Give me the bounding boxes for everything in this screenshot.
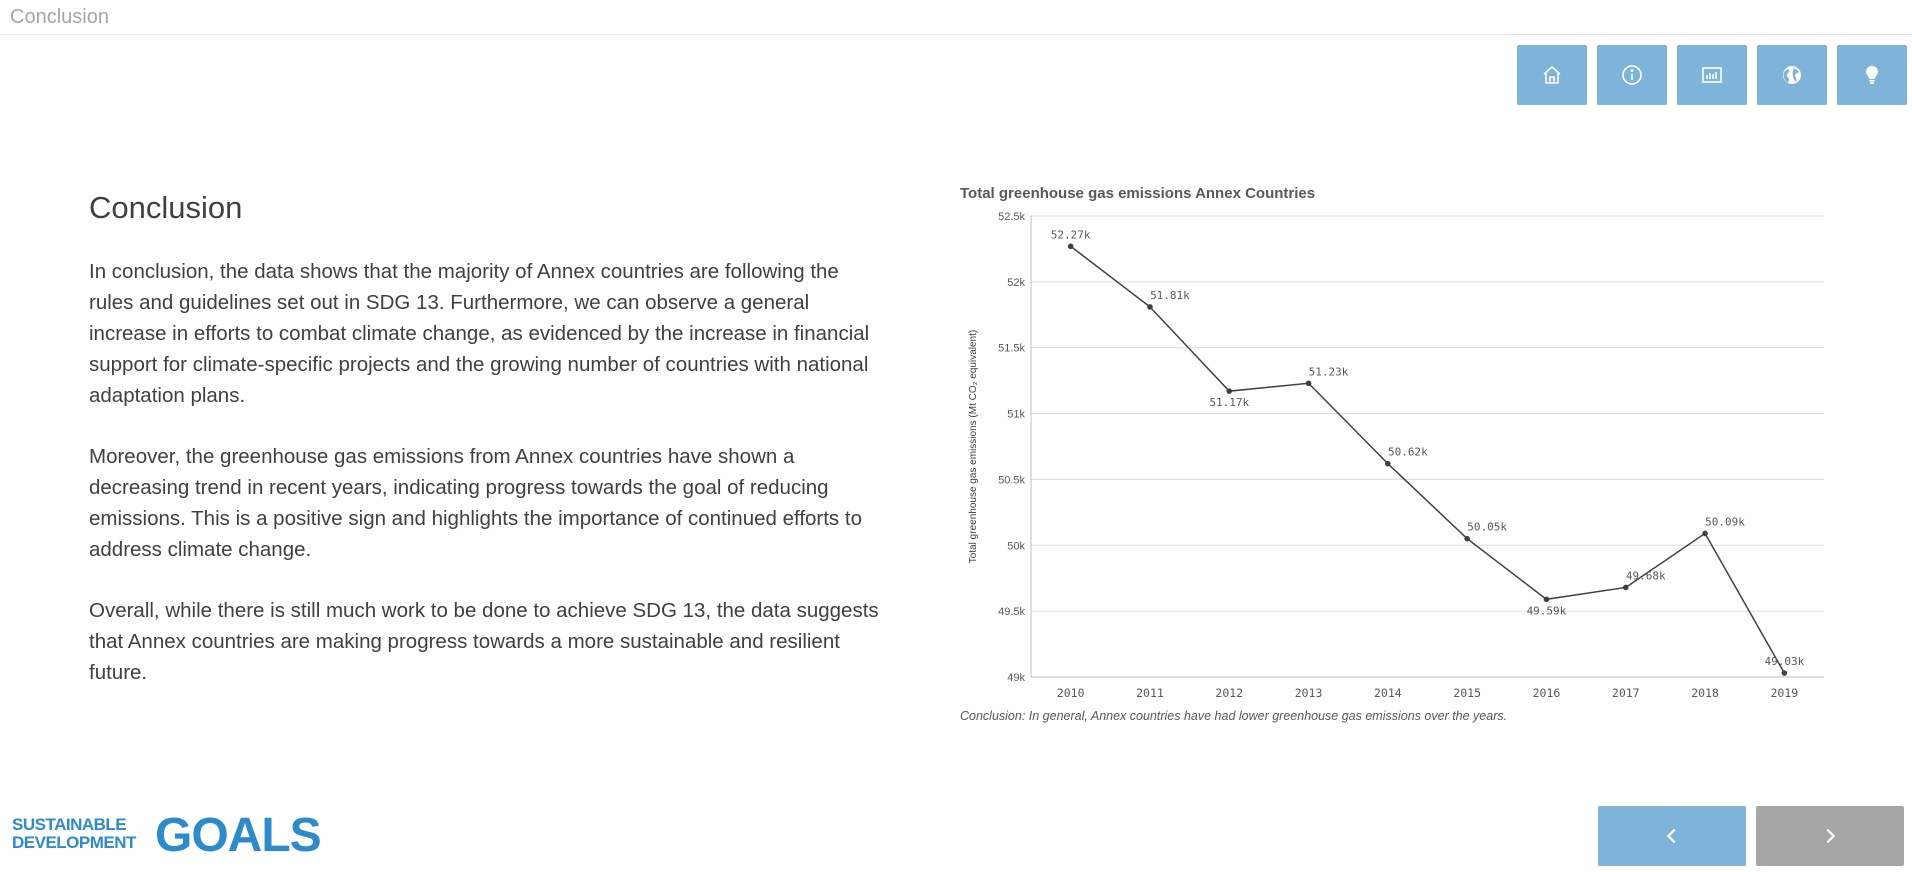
y-tick-label: 49.5k bbox=[998, 606, 1025, 618]
x-tick-label: 2013 bbox=[1295, 686, 1323, 700]
data-point bbox=[1147, 304, 1153, 310]
conclusion-paragraph-2: Moreover, the greenhouse gas emissions f… bbox=[89, 445, 862, 561]
y-axis-title: Total greenhouse gas emissions (Mt CO₂ e… bbox=[968, 330, 979, 563]
globe-button[interactable] bbox=[1757, 45, 1827, 105]
conclusion-paragraph-3: Overall, while there is still much work … bbox=[89, 599, 879, 684]
logo-goals: GOALS bbox=[155, 809, 322, 862]
previous-page-button[interactable] bbox=[1598, 806, 1746, 866]
data-label: 49.68k bbox=[1626, 569, 1666, 582]
data-point bbox=[1385, 460, 1391, 467]
chart-caption: Conclusion: In general, Annex countries … bbox=[960, 709, 1508, 723]
chevron-left-icon bbox=[1666, 828, 1676, 844]
sdg-logo: SUSTAINABLE DEVELOPMENT GOALS bbox=[12, 811, 322, 861]
chevron-right-icon bbox=[1826, 828, 1836, 844]
x-tick-label: 2010 bbox=[1057, 686, 1085, 700]
data-point bbox=[1226, 388, 1233, 394]
lightbulb-icon bbox=[1866, 66, 1878, 84]
data-point bbox=[1702, 530, 1708, 537]
chart-plot: 49k 49.5k 50k 50.5k 51k 51.5k 52k 52.5k Total gr… bbox=[968, 211, 1824, 700]
page-heading: Conclusion bbox=[89, 190, 243, 225]
data-label: 52.27k bbox=[1051, 228, 1091, 241]
data-label: 50.09k bbox=[1705, 515, 1745, 528]
chart-button[interactable] bbox=[1677, 45, 1747, 105]
top-bar: Conclusion bbox=[0, 0, 1912, 35]
x-tick-label: 2011 bbox=[1136, 686, 1164, 700]
home-button[interactable] bbox=[1517, 45, 1587, 105]
x-tick-label: 2018 bbox=[1691, 686, 1719, 700]
x-tick-label: 2017 bbox=[1612, 686, 1640, 700]
data-point bbox=[1543, 596, 1550, 603]
x-tick-label: 2019 bbox=[1770, 686, 1798, 700]
y-tick-label: 52.5k bbox=[998, 211, 1025, 223]
page-tab-title: Conclusion bbox=[10, 6, 109, 28]
conclusion-paragraph-1: In conclusion, the data shows that the m… bbox=[89, 260, 870, 407]
data-label: 50.62k bbox=[1388, 446, 1428, 459]
y-tick-label: 49k bbox=[1007, 672, 1025, 684]
data-point bbox=[1622, 584, 1629, 591]
data-label: 49.59k bbox=[1527, 604, 1567, 617]
data-label: 51.17k bbox=[1209, 396, 1249, 409]
data-point bbox=[1781, 670, 1788, 676]
logo-line-2: DEVELOPMENT bbox=[12, 833, 136, 852]
lightbulb-button[interactable] bbox=[1837, 45, 1907, 105]
x-tick-label: 2016 bbox=[1533, 686, 1561, 700]
next-page-button[interactable] bbox=[1756, 806, 1904, 866]
chart-title: Total greenhouse gas emissions Annex Cou… bbox=[960, 185, 1316, 202]
y-tick-label: 50k bbox=[1007, 540, 1025, 552]
data-point bbox=[1305, 380, 1312, 387]
logo-text: SUSTAINABLE DEVELOPMENT bbox=[12, 816, 136, 852]
x-tick-label: 2014 bbox=[1374, 686, 1402, 700]
data-label: 51.23k bbox=[1309, 365, 1349, 378]
info-icon bbox=[1622, 65, 1642, 85]
data-label: 49.03k bbox=[1764, 655, 1804, 668]
data-point bbox=[1464, 535, 1470, 542]
y-tick-label: 50.5k bbox=[998, 474, 1025, 486]
y-tick-label: 52k bbox=[1007, 277, 1025, 289]
logo-line-1: SUSTAINABLE bbox=[12, 815, 127, 834]
x-tick-label: 2015 bbox=[1453, 686, 1481, 700]
emissions-chart[interactable]: Total greenhouse gas emissions Annex Cou… bbox=[960, 180, 1835, 730]
data-point bbox=[1067, 243, 1074, 250]
data-label: 51.81k bbox=[1150, 289, 1190, 302]
data-label: 50.05k bbox=[1467, 521, 1507, 534]
bar-chart-icon bbox=[1702, 67, 1722, 83]
y-tick-label: 51k bbox=[1007, 409, 1025, 421]
series-line bbox=[1070, 245, 1786, 674]
info-button[interactable] bbox=[1597, 45, 1667, 105]
globe-icon bbox=[1783, 66, 1801, 84]
home-icon bbox=[1543, 65, 1561, 84]
x-tick-label: 2012 bbox=[1215, 686, 1243, 700]
y-tick-label: 51.5k bbox=[998, 343, 1025, 355]
